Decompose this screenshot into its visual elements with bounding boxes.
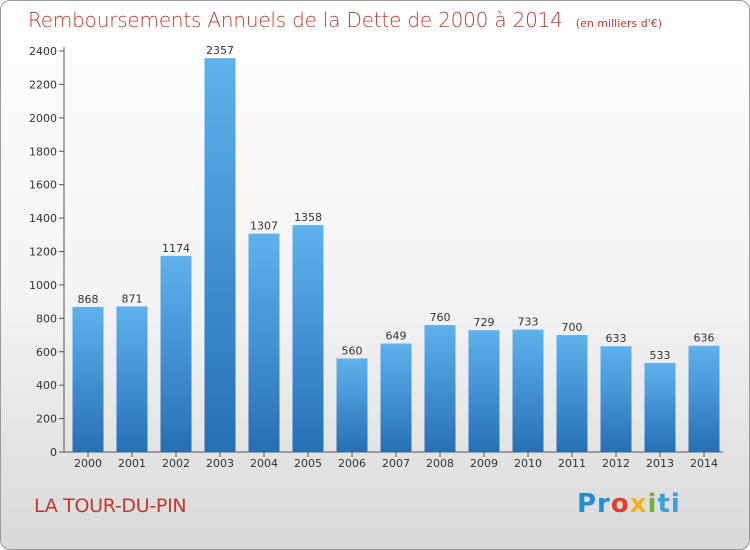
- data-label-2006: 560: [342, 344, 363, 357]
- x-tick-label-2002: 2002: [162, 457, 190, 470]
- y-tick-label: 800: [36, 312, 57, 325]
- chart-title-main: Remboursements Annuels de la Dette de 20…: [28, 8, 563, 32]
- data-label-2013: 533: [650, 349, 671, 362]
- data-label-2008: 760: [430, 311, 451, 324]
- data-label-2001: 871: [122, 292, 143, 305]
- commune-name: LA TOUR-DU-PIN: [34, 495, 187, 517]
- bar-2011: [556, 335, 588, 452]
- chart-title: Remboursements Annuels de la Dette de 20…: [28, 8, 662, 32]
- x-tick-label-2001: 2001: [118, 457, 146, 470]
- x-tick-label-2008: 2008: [426, 457, 454, 470]
- bar-2010: [512, 329, 544, 452]
- data-label-2011: 700: [562, 321, 583, 334]
- bar-2014: [688, 345, 720, 452]
- y-tick-label: 1200: [29, 246, 57, 259]
- x-tick-label-2000: 2000: [74, 457, 102, 470]
- data-label-2005: 1358: [294, 211, 322, 224]
- x-tick-label-2012: 2012: [602, 457, 630, 470]
- bar-2008: [424, 325, 456, 452]
- y-tick-label: 2200: [29, 78, 57, 91]
- y-tick-label: 1800: [29, 145, 57, 158]
- data-label-2010: 733: [518, 316, 539, 329]
- data-label-2014: 636: [694, 332, 715, 345]
- bar-2002: [160, 255, 192, 452]
- y-tick-label: 400: [36, 379, 57, 392]
- y-tick-label: 200: [36, 413, 57, 426]
- data-label-2009: 729: [474, 316, 495, 329]
- x-tick-label-2009: 2009: [470, 457, 498, 470]
- bar-2003: [204, 58, 236, 453]
- x-tick-label-2003: 2003: [206, 457, 234, 470]
- chart-title-unit: (en milliers d'€): [575, 17, 663, 30]
- chart-bars: 868 871 1174 2357 1307 1358 560 649 760 729 733 700…: [72, 44, 720, 453]
- data-label-2012: 633: [606, 332, 627, 345]
- bar-2004: [248, 233, 280, 452]
- chart-axes: 0 200 400 600 800 1000 1200 1400 1600 1800 2000 220…: [29, 45, 723, 470]
- x-tick-label-2014: 2014: [690, 457, 718, 470]
- bar-2007: [380, 343, 412, 452]
- y-tick-label: 1400: [29, 212, 57, 225]
- x-tick-label-2005: 2005: [294, 457, 322, 470]
- y-tick-label: 2000: [29, 112, 57, 125]
- y-tick-label: 600: [36, 346, 57, 359]
- y-tick-label: 2400: [29, 45, 57, 58]
- bar-2005: [292, 225, 324, 452]
- x-tick-label-2010: 2010: [514, 457, 542, 470]
- x-tick-label-2007: 2007: [382, 457, 410, 470]
- bar-2006: [336, 358, 368, 452]
- y-tick-label: 1000: [29, 279, 57, 292]
- x-tick-label-2004: 2004: [250, 457, 278, 470]
- data-label-2004: 1307: [250, 220, 278, 233]
- data-label-2007: 649: [386, 330, 407, 343]
- x-tick-label-2006: 2006: [338, 457, 366, 470]
- proxiti-logo[interactable]: Proxiti: [577, 489, 681, 519]
- bar-2001: [116, 306, 148, 452]
- x-tick-label-2011: 2011: [558, 457, 586, 470]
- y-tick-label: 0: [50, 446, 57, 459]
- bar-2000: [72, 306, 104, 452]
- data-label-2003: 2357: [206, 44, 234, 57]
- data-label-2000: 868: [78, 293, 99, 306]
- bar-2013: [644, 362, 676, 452]
- x-tick-label-2013: 2013: [646, 457, 674, 470]
- y-tick-label: 1600: [29, 179, 57, 192]
- bar-2012: [600, 346, 632, 452]
- data-label-2002: 1174: [162, 242, 190, 255]
- bar-2009: [468, 330, 500, 452]
